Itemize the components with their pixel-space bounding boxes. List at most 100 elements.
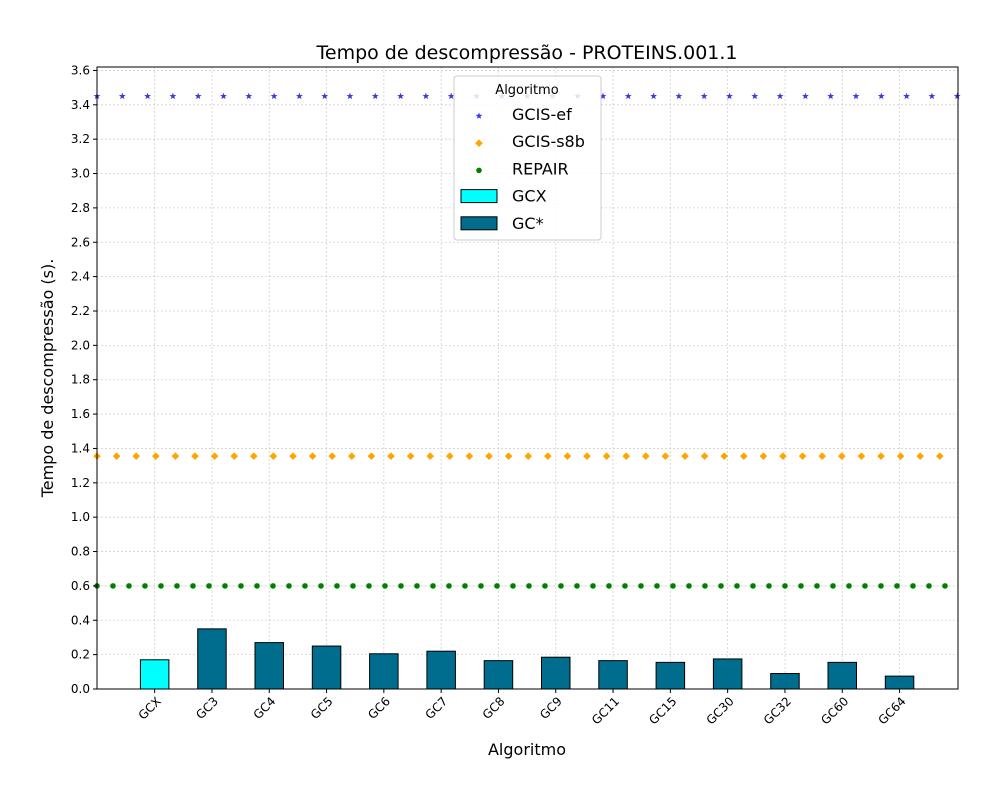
gcis-ef-marker	[650, 92, 658, 100]
gcis-ef-marker	[928, 92, 936, 100]
repair-marker	[782, 583, 788, 589]
repair-marker	[206, 583, 212, 589]
repair-marker	[302, 583, 308, 589]
bar-gc6	[369, 653, 399, 690]
y-tick-label: 0.0	[71, 682, 90, 696]
gcis-s8b-marker	[916, 452, 924, 460]
repair-marker	[574, 583, 580, 589]
gcis-ef-marker	[751, 92, 759, 100]
repair-marker	[590, 583, 596, 589]
gcis-s8b-marker	[896, 452, 905, 460]
gcis-s8b-marker	[818, 452, 826, 460]
y-tick-label: 3.4	[71, 98, 90, 112]
repair-marker	[862, 583, 868, 589]
gcis-ef-marker	[220, 92, 227, 100]
reference-lines	[93, 92, 961, 589]
gcis-s8b-marker	[798, 452, 807, 460]
gcis-s8b-marker	[485, 452, 493, 460]
y-tick-label: 2.2	[71, 304, 90, 318]
repair-marker	[110, 583, 116, 589]
repair-marker	[334, 583, 340, 589]
gcis-ef-marker	[447, 92, 455, 100]
repair-marker	[846, 583, 852, 589]
repair-marker	[446, 583, 452, 589]
repair-marker	[702, 583, 708, 589]
repair-marker	[222, 583, 228, 589]
repair-marker	[350, 583, 356, 589]
gcis-ef-marker	[295, 92, 303, 100]
gcis-ef-marker	[624, 92, 632, 100]
repair-marker	[558, 583, 564, 589]
bar-gc9	[541, 656, 571, 690]
gcis-s8b-marker	[779, 452, 787, 460]
gcis-s8b-marker	[583, 452, 591, 460]
repair-marker	[510, 583, 516, 589]
repair-marker	[766, 583, 772, 589]
gcis-s8b-marker	[759, 452, 768, 460]
bar-gc3	[197, 628, 227, 690]
gcis-ef-marker	[270, 92, 278, 100]
gcis-s8b-marker	[877, 452, 885, 460]
gcis-ef-marker	[827, 92, 835, 100]
gcis-ef-marker	[903, 92, 911, 100]
legend: Algoritmo GCIS-ef GCIS-s8b REPAIR GCX GC*	[453, 75, 602, 241]
gcis-s8b-marker	[936, 452, 944, 460]
repair-marker	[942, 583, 948, 589]
gcis-s8b-marker	[387, 452, 395, 460]
chart-title: Tempo de descompressão - PROTEINS.001.1	[316, 42, 738, 64]
legend-gcis-s8b-marker	[475, 139, 483, 147]
gcis-s8b-marker	[230, 452, 238, 460]
gcis-ef-marker	[371, 92, 379, 100]
legend-gcis-ef-marker	[475, 112, 483, 119]
gcis-s8b-marker	[269, 452, 278, 460]
y-tick-label: 1.2	[71, 476, 90, 490]
y-tick-label: 0.4	[71, 613, 90, 627]
gcis-ef-marker	[346, 92, 354, 100]
repair-marker	[894, 583, 900, 589]
gcis-ef-marker	[118, 92, 126, 100]
gcis-s8b-marker	[426, 452, 434, 460]
gcis-ef-marker	[675, 92, 683, 100]
gcis-s8b-marker	[465, 452, 474, 460]
legend-gcis-ef-label: GCIS-ef	[512, 105, 572, 124]
gcis-s8b-marker	[740, 452, 748, 460]
repair-marker	[462, 583, 468, 589]
repair-marker	[158, 583, 164, 589]
repair-marker	[494, 583, 500, 589]
repair-marker	[654, 583, 660, 589]
bar-gc4	[254, 642, 284, 690]
gcis-ef-marker	[321, 92, 329, 100]
bar-gc60	[827, 661, 857, 690]
gcis-s8b-marker	[132, 452, 140, 460]
y-tick-label: 3.2	[71, 132, 90, 146]
y-tick-label: 3.6	[71, 63, 90, 77]
gcis-s8b-marker	[328, 452, 336, 460]
repair-marker	[926, 583, 932, 589]
gcis-s8b-marker	[700, 452, 709, 460]
gcis-ef-marker	[245, 92, 253, 100]
y-tick-label: 2.6	[71, 235, 90, 249]
gcis-s8b-marker	[406, 452, 415, 460]
gcis-s8b-marker	[661, 452, 670, 460]
repair-marker	[126, 583, 132, 589]
y-tick-label: 2.4	[71, 270, 90, 284]
y-tick-label: 3.0	[71, 167, 90, 181]
gcis-s8b-marker	[681, 452, 689, 460]
gcis-ef-marker	[726, 92, 733, 100]
gcis-s8b-marker	[289, 452, 297, 460]
gcis-s8b-marker	[171, 452, 180, 460]
legend-gc--label: GC*	[512, 214, 544, 233]
repair-marker	[910, 583, 916, 589]
gcis-s8b-marker	[210, 452, 219, 460]
gcis-ef-marker	[169, 92, 177, 100]
legend-gc--swatch	[460, 216, 498, 231]
bar-gc32	[770, 673, 800, 690]
repair-marker	[142, 583, 148, 589]
repair-marker	[254, 583, 260, 589]
y-axis-ticks: 0.0 0.2 0.4 0.6 0.8 1.0 1.2 1.4 1.6 1.8 2.0 2.2 2.4 2…	[71, 63, 97, 696]
repair-marker	[734, 583, 740, 589]
repair-marker	[270, 583, 276, 589]
repair-marker	[814, 583, 820, 589]
gcis-ef-marker	[801, 92, 809, 100]
